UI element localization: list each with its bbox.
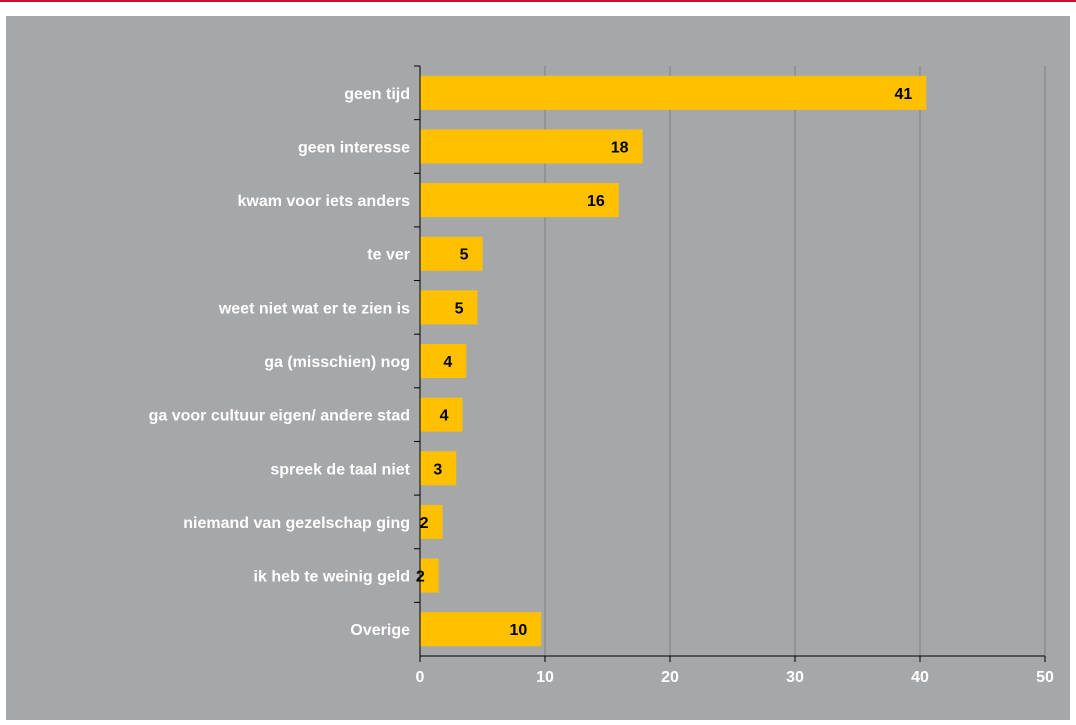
labels-layer: 0 10 20 30 40 50 geen tijd 41 geen interesse 18 kw… [149,86,1054,686]
x-tick-label: 30 [786,669,804,686]
x-tick-label: 10 [536,669,554,686]
x-tick-label: 40 [911,669,929,686]
bar [420,612,542,647]
category-label: te ver [367,247,410,264]
value-label: 18 [611,139,629,156]
value-label: 10 [509,622,527,639]
value-label: 5 [460,247,469,264]
value-label: 2 [420,515,429,532]
chart-panel: 0 10 20 30 40 50 geen tijd 41 geen interesse 18 kw… [6,16,1070,720]
category-label: geen interesse [298,139,410,156]
category-label: ik heb te weinig geld [254,569,410,586]
bar-chart: 0 10 20 30 40 50 geen tijd 41 geen interesse 18 kw… [149,65,1054,686]
value-label: 41 [894,86,912,103]
category-label: weet niet wat er te zien is [218,300,410,317]
bar [420,504,443,539]
bar [420,558,439,593]
bar [420,344,467,378]
category-label: geen tijd [344,86,410,103]
category-label: spreek de taal niet [270,461,410,478]
grid-layer [420,66,1046,656]
category-label: niemand van gezelschap ging [183,515,410,532]
value-label: 5 [455,300,464,317]
value-label: 4 [443,354,452,371]
category-label: ga voor cultuur eigen/ andere stad [149,408,410,425]
bar [420,236,483,271]
top-accent-line [0,0,1076,2]
category-label: Overige [350,622,410,639]
x-tick-label: 50 [1036,669,1054,686]
category-label: kwam voor iets anders [237,193,410,210]
bar [420,75,927,110]
bars-layer [420,75,927,647]
category-label: ga (misschien) nog [264,354,410,371]
value-label: 3 [433,461,442,478]
bar [420,290,478,325]
bar [420,397,463,432]
value-label: 4 [440,408,449,425]
plot-area [420,66,1045,656]
axis-layer [414,65,1046,662]
bar [420,451,457,486]
bar [420,183,619,218]
x-tick-label: 20 [661,669,679,686]
bar [420,129,643,164]
x-tick-label: 0 [416,669,425,686]
value-label: 16 [587,193,605,210]
value-label: 2 [416,569,425,586]
